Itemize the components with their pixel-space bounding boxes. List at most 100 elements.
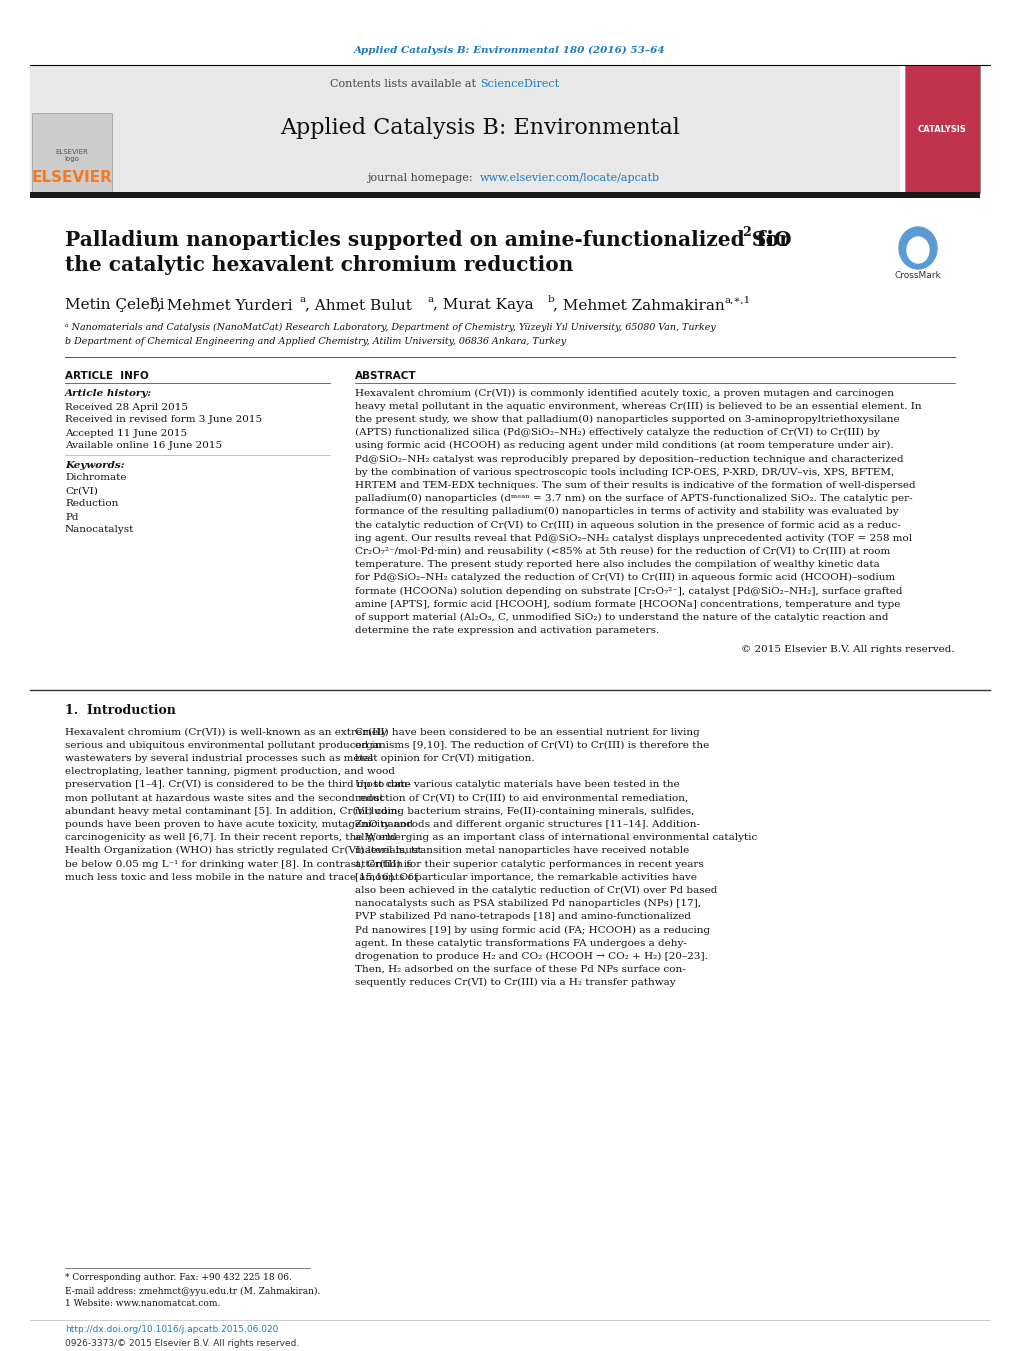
Text: ZnO nanorods and different organic structures [11–14]. Addition-: ZnO nanorods and different organic struc… (355, 820, 699, 830)
Text: organisms [9,10]. The reduction of Cr(VI) to Cr(III) is therefore the: organisms [9,10]. The reduction of Cr(VI… (355, 740, 708, 750)
Text: attention for their superior catalytic performances in recent years: attention for their superior catalytic p… (355, 859, 703, 869)
Text: drogenation to produce H₂ and CO₂ (HCOOH → CO₂ + H₂) [20–23].: drogenation to produce H₂ and CO₂ (HCOOH… (355, 952, 707, 961)
Text: reduction of Cr(VI) to Cr(III) to aid environmental remediation,: reduction of Cr(VI) to Cr(III) to aid en… (355, 793, 688, 802)
Text: mon pollutant at hazardous waste sites and the second most: mon pollutant at hazardous waste sites a… (65, 793, 383, 802)
Text: E-mail address: zmehmct@yyu.edu.tr (M. Zahmakiran).: E-mail address: zmehmct@yyu.edu.tr (M. Z… (65, 1286, 320, 1296)
Text: Applied Catalysis B: Environmental 180 (2016) 53–64: Applied Catalysis B: Environmental 180 (… (354, 46, 665, 54)
Text: be below 0.05 mg L⁻¹ for drinking water [8]. In contrast, Cr(III) is: be below 0.05 mg L⁻¹ for drinking water … (65, 859, 412, 869)
Text: Hexavalent chromium (Cr(VI)) is commonly identified acutely toxic, a proven muta: Hexavalent chromium (Cr(VI)) is commonly… (355, 389, 893, 397)
Text: of support material (Al₂O₃, C, unmodified SiO₂) to understand the nature of the : of support material (Al₂O₃, C, unmodifie… (355, 613, 888, 621)
Text: ing agent. Our results reveal that Pd@SiO₂–NH₂ catalyst displays unprecedented a: ing agent. Our results reveal that Pd@Si… (355, 534, 911, 543)
Text: wastewaters by several industrial processes such as metal: wastewaters by several industrial proces… (65, 754, 373, 763)
Text: using formic acid (HCOOH) as reducing agent under mild conditions (at room tempe: using formic acid (HCOOH) as reducing ag… (355, 442, 893, 450)
Text: ScienceDirect: ScienceDirect (480, 78, 558, 89)
Text: Dichromate: Dichromate (65, 473, 126, 482)
Text: CATALYSIS: CATALYSIS (917, 126, 965, 135)
Text: 1 Website: www.nanomatcat.com.: 1 Website: www.nanomatcat.com. (65, 1300, 220, 1309)
Text: a: a (152, 296, 158, 304)
Text: journal homepage:: journal homepage: (367, 173, 480, 182)
Text: formance of the resulting palladium(0) nanoparticles in terms of activity and st: formance of the resulting palladium(0) n… (355, 507, 898, 516)
Text: PVP stabilized Pd nano-tetrapods [18] and amino-functionalized: PVP stabilized Pd nano-tetrapods [18] an… (355, 912, 690, 921)
Text: © 2015 Elsevier B.V. All rights reserved.: © 2015 Elsevier B.V. All rights reserved… (741, 646, 954, 654)
Text: Contents lists available at: Contents lists available at (330, 78, 480, 89)
Ellipse shape (906, 236, 928, 263)
Text: Up to date various catalytic materials have been tested in the: Up to date various catalytic materials h… (355, 781, 679, 789)
Text: b: b (547, 296, 554, 304)
Text: much less toxic and less mobile in the nature and trace amounts of: much less toxic and less mobile in the n… (65, 873, 417, 882)
Text: Accepted 11 June 2015: Accepted 11 June 2015 (65, 428, 186, 438)
Text: Hexavalent chromium (Cr(VI)) is well-known as an extremely: Hexavalent chromium (Cr(VI)) is well-kno… (65, 727, 387, 736)
Text: 0926-3373/© 2015 Elsevier B.V. All rights reserved.: 0926-3373/© 2015 Elsevier B.V. All right… (65, 1339, 299, 1347)
Text: Cr₂O₇²⁻/mol·Pd·min) and reusability (<85% at 5th reuse) for the reduction of Cr(: Cr₂O₇²⁻/mol·Pd·min) and reusability (<85… (355, 547, 890, 557)
Text: Cr(III) have been considered to be an essential nutrient for living: Cr(III) have been considered to be an es… (355, 727, 699, 736)
Text: abundant heavy metal contaminant [5]. In addition, Cr(VI) com-: abundant heavy metal contaminant [5]. In… (65, 807, 400, 816)
Text: , Ahmet Bulut: , Ahmet Bulut (305, 299, 412, 312)
Text: Received 28 April 2015: Received 28 April 2015 (65, 403, 187, 412)
Text: agent. In these catalytic transformations FA undergoes a dehy-: agent. In these catalytic transformation… (355, 939, 686, 947)
Text: ELSEVIER
logo: ELSEVIER logo (55, 149, 89, 162)
Text: ᵃ Nanomaterials and Catalysis (NanoMatCat) Research Laboratory, Department of Ch: ᵃ Nanomaterials and Catalysis (NanoMatCa… (65, 323, 715, 331)
Text: Pd nanowires [19] by using formic acid (FA; HCOOH) as a reducing: Pd nanowires [19] by using formic acid (… (355, 925, 709, 935)
Text: Palladium nanoparticles supported on amine-functionalized SiO: Palladium nanoparticles supported on ami… (65, 230, 791, 250)
Text: (APTS) functionalized silica (Pd@SiO₂–NH₂) effectively catalyze the reduction of: (APTS) functionalized silica (Pd@SiO₂–NH… (355, 428, 879, 438)
Text: Received in revised form 3 June 2015: Received in revised form 3 June 2015 (65, 416, 262, 424)
Text: * Corresponding author. Fax: +90 432 225 18 06.: * Corresponding author. Fax: +90 432 225… (65, 1274, 291, 1282)
Text: www.elsevier.com/locate/apcatb: www.elsevier.com/locate/apcatb (480, 173, 659, 182)
Text: 2: 2 (741, 227, 750, 239)
Text: electroplating, leather tanning, pigment production, and wood: electroplating, leather tanning, pigment… (65, 767, 394, 775)
Text: a,∗,1: a,∗,1 (725, 296, 751, 304)
Text: 1.  Introduction: 1. Introduction (65, 704, 175, 716)
Bar (30, 192, 979, 199)
Text: ELSEVIER: ELSEVIER (32, 170, 112, 185)
Text: formate (HCOONa) solution depending on substrate [Cr₂O₇²⁻], catalyst [Pd@SiO₂–NH: formate (HCOONa) solution depending on s… (355, 586, 902, 596)
Ellipse shape (898, 227, 936, 269)
Text: for: for (749, 230, 789, 250)
Text: Then, H₂ adsorbed on the surface of these Pd NPs surface con-: Then, H₂ adsorbed on the surface of thes… (355, 965, 685, 974)
Text: CrossMark: CrossMark (894, 272, 941, 281)
Text: determine the rate expression and activation parameters.: determine the rate expression and activa… (355, 626, 658, 635)
Text: Metin Çelebi: Metin Çelebi (65, 299, 164, 312)
Text: HRTEM and TEM-EDX techniques. The sum of their results is indicative of the form: HRTEM and TEM-EDX techniques. The sum of… (355, 481, 915, 490)
Text: ABSTRACT: ABSTRACT (355, 372, 416, 381)
Text: ally, emerging as an important class of international environmental catalytic: ally, emerging as an important class of … (355, 834, 756, 842)
Text: Cr(VI): Cr(VI) (65, 486, 98, 496)
Text: Applied Catalysis B: Environmental: Applied Catalysis B: Environmental (280, 118, 680, 139)
Text: heavy metal pollutant in the aquatic environment, whereas Cr(III) is believed to: heavy metal pollutant in the aquatic env… (355, 401, 921, 411)
Text: Available online 16 June 2015: Available online 16 June 2015 (65, 442, 222, 450)
Text: Pd@SiO₂–NH₂ catalyst was reproducibly prepared by deposition–reduction technique: Pd@SiO₂–NH₂ catalyst was reproducibly pr… (355, 454, 903, 463)
Text: [15,16]. Of particular importance, the remarkable activities have: [15,16]. Of particular importance, the r… (355, 873, 696, 882)
Text: by the combination of various spectroscopic tools including ICP-OES, P-XRD, DR/U: by the combination of various spectrosco… (355, 467, 894, 477)
Text: materials, transition metal nanoparticles have received notable: materials, transition metal nanoparticle… (355, 846, 689, 855)
Text: pounds have been proven to have acute toxicity, mutagenicity and: pounds have been proven to have acute to… (65, 820, 413, 830)
Text: Keywords:: Keywords: (65, 461, 124, 470)
Text: Pd: Pd (65, 512, 78, 521)
Text: the catalytic reduction of Cr(VI) to Cr(III) in aqueous solution in the presence: the catalytic reduction of Cr(VI) to Cr(… (355, 520, 900, 530)
Bar (30, 65, 899, 195)
Text: including bacterium strains, Fe(II)-containing minerals, sulfides,: including bacterium strains, Fe(II)-cont… (355, 807, 694, 816)
Text: http://dx.doi.org/10.1016/j.apcatb.2015.06.020: http://dx.doi.org/10.1016/j.apcatb.2015.… (65, 1325, 278, 1335)
Text: temperature. The present study reported here also includes the compilation of we: temperature. The present study reported … (355, 561, 879, 569)
Text: best opinion for Cr(VI) mitigation.: best opinion for Cr(VI) mitigation. (355, 754, 534, 763)
Text: a: a (300, 296, 306, 304)
Text: carcinogenicity as well [6,7]. In their recent reports, the World: carcinogenicity as well [6,7]. In their … (65, 834, 396, 842)
Text: Nanocatalyst: Nanocatalyst (65, 526, 135, 535)
Text: nanocatalysts such as PSA stabilized Pd nanoparticles (NPs) [17],: nanocatalysts such as PSA stabilized Pd … (355, 898, 700, 908)
Text: ARTICLE  INFO: ARTICLE INFO (65, 372, 149, 381)
Text: palladium(0) nanoparticles (dᵐᵉᵃⁿ = 3.7 nm) on the surface of APTS-functionalize: palladium(0) nanoparticles (dᵐᵉᵃⁿ = 3.7 … (355, 494, 912, 503)
Text: Reduction: Reduction (65, 500, 118, 508)
Bar (32, 113, 112, 193)
Text: the present study, we show that palladium(0) nanoparticles supported on 3-aminop: the present study, we show that palladiu… (355, 415, 899, 424)
Text: , Mehmet Zahmakiran: , Mehmet Zahmakiran (552, 299, 725, 312)
Text: , Mehmet Yurderi: , Mehmet Yurderi (157, 299, 292, 312)
Text: the catalytic hexavalent chromium reduction: the catalytic hexavalent chromium reduct… (65, 255, 573, 276)
Text: Article history:: Article history: (65, 389, 152, 397)
Text: , Murat Kaya: , Murat Kaya (433, 299, 533, 312)
Text: serious and ubiquitous environmental pollutant produced in: serious and ubiquitous environmental pol… (65, 740, 381, 750)
Text: a: a (428, 296, 434, 304)
Text: sequently reduces Cr(VI) to Cr(III) via a H₂ transfer pathway: sequently reduces Cr(VI) to Cr(III) via … (355, 978, 675, 988)
Bar (904, 65, 979, 193)
Text: b Department of Chemical Engineering and Applied Chemistry, Atilim University, 0: b Department of Chemical Engineering and… (65, 336, 566, 346)
Text: for Pd@SiO₂–NH₂ catalyzed the reduction of Cr(VI) to Cr(III) in aqueous formic a: for Pd@SiO₂–NH₂ catalyzed the reduction … (355, 573, 895, 582)
Text: preservation [1–4]. Cr(VI) is considered to be the third most com-: preservation [1–4]. Cr(VI) is considered… (65, 781, 411, 789)
Text: amine [APTS], formic acid [HCOOH], sodium formate [HCOONa] concentrations, tempe: amine [APTS], formic acid [HCOOH], sodiu… (355, 600, 900, 609)
